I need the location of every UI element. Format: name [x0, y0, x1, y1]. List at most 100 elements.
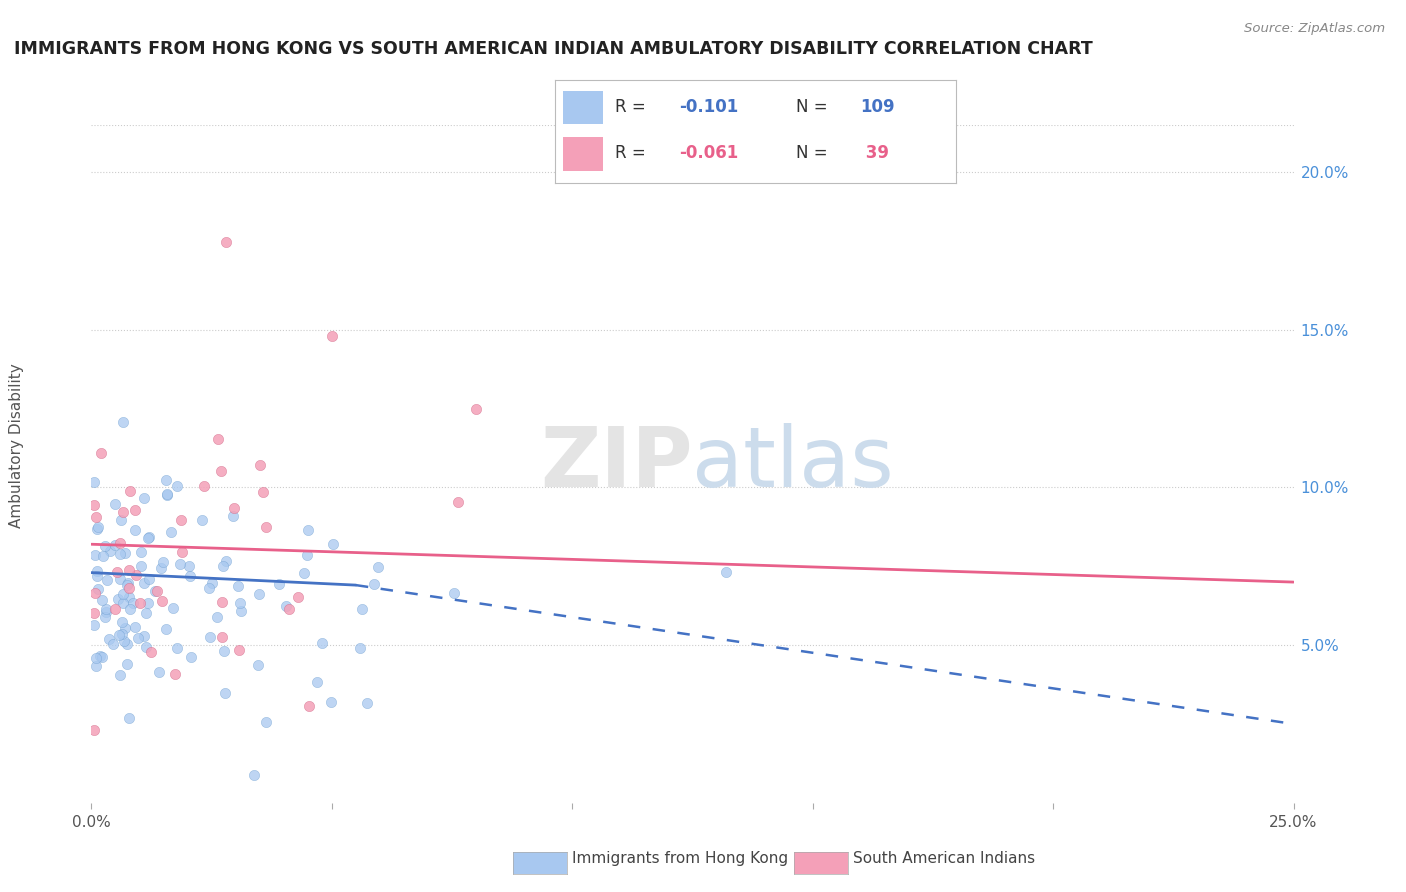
Point	[443, 585, 465, 599]
Text: South American Indians: South American Indians	[853, 851, 1036, 865]
Point	[124, 620, 146, 634]
Point	[114, 621, 136, 635]
Text: Ambulatory Disability: Ambulatory Disability	[10, 364, 24, 528]
Point	[89, 648, 111, 663]
Point	[170, 513, 193, 527]
Point	[104, 538, 127, 552]
Point	[84, 586, 107, 600]
Point	[117, 575, 139, 590]
Point	[191, 513, 214, 527]
Point	[103, 497, 125, 511]
Text: N =: N =	[796, 145, 832, 162]
Point	[350, 602, 373, 616]
Point	[110, 535, 132, 549]
Point	[91, 649, 114, 664]
Point	[129, 558, 152, 573]
Point	[90, 446, 112, 460]
Point	[127, 631, 149, 645]
Point	[135, 606, 157, 620]
Text: -0.101: -0.101	[679, 98, 738, 116]
Point	[155, 622, 177, 636]
Point	[159, 524, 181, 539]
Point	[125, 568, 148, 582]
Point	[108, 628, 131, 642]
Point	[86, 650, 108, 665]
Point	[118, 483, 141, 498]
Point	[155, 473, 177, 487]
Point	[207, 432, 229, 446]
Point	[150, 594, 173, 608]
Bar	[564, 136, 603, 170]
Text: 109: 109	[860, 98, 894, 116]
Point	[132, 491, 155, 505]
Point	[86, 568, 108, 582]
Point	[447, 495, 470, 509]
Point	[322, 536, 344, 550]
Point	[114, 546, 136, 560]
Point	[267, 577, 290, 591]
Point	[224, 501, 246, 516]
Point	[83, 723, 105, 738]
Point	[101, 637, 124, 651]
Point	[246, 657, 269, 672]
Text: N =: N =	[796, 98, 832, 116]
Point	[211, 595, 233, 609]
Point	[249, 587, 271, 601]
Point	[201, 575, 224, 590]
Point	[90, 592, 112, 607]
Point	[278, 601, 301, 615]
Point	[91, 549, 114, 563]
Point	[228, 579, 250, 593]
Point	[209, 464, 232, 478]
Point	[222, 508, 245, 523]
Point	[215, 235, 238, 249]
Point	[110, 547, 132, 561]
Point	[105, 565, 128, 579]
Point	[98, 544, 121, 558]
Text: 39: 39	[860, 145, 889, 162]
Point	[96, 573, 118, 587]
Point	[349, 641, 371, 656]
Point	[117, 578, 139, 592]
Point	[367, 560, 389, 574]
Point	[714, 566, 737, 580]
Point	[287, 591, 309, 605]
Point	[465, 401, 488, 416]
Point	[120, 602, 142, 616]
Point	[166, 640, 188, 655]
Point	[83, 475, 105, 490]
Point	[162, 601, 184, 615]
Point	[115, 657, 138, 672]
Text: -0.061: -0.061	[679, 145, 738, 162]
Point	[179, 559, 201, 574]
Point	[274, 599, 297, 614]
Point	[200, 631, 222, 645]
Point	[180, 649, 202, 664]
Text: Immigrants from Hong Kong: Immigrants from Hong Kong	[572, 851, 789, 865]
Point	[112, 415, 135, 429]
Point	[139, 644, 162, 658]
Point	[124, 503, 146, 517]
Point	[94, 609, 117, 624]
Point	[111, 615, 134, 629]
Point	[112, 595, 135, 609]
Point	[321, 329, 343, 343]
Point	[319, 695, 342, 709]
Point	[363, 576, 385, 591]
Point	[146, 583, 169, 598]
Point	[108, 572, 131, 586]
Point	[124, 523, 146, 537]
Point	[143, 583, 166, 598]
Point	[83, 498, 105, 512]
Point	[83, 617, 105, 632]
Text: ZIP: ZIP	[540, 424, 692, 504]
Text: Source: ZipAtlas.com: Source: ZipAtlas.com	[1244, 22, 1385, 36]
Point	[134, 629, 156, 643]
Point	[166, 479, 188, 493]
Point	[243, 767, 266, 781]
Point	[193, 479, 215, 493]
Point	[135, 640, 157, 654]
Bar	[564, 91, 603, 124]
Point	[156, 488, 179, 502]
Point	[307, 675, 329, 690]
